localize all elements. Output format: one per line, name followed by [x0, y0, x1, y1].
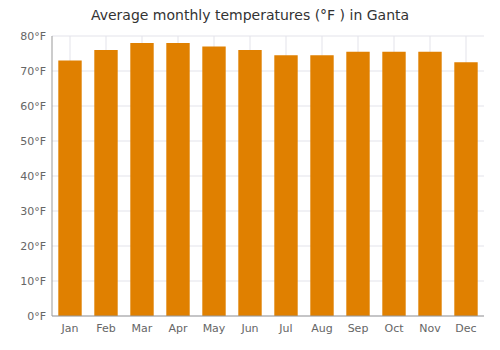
x-tick-label: Oct	[384, 322, 404, 335]
x-tick-label: Jan	[61, 322, 79, 335]
y-tick-label: 70°F	[20, 65, 46, 78]
x-tick-label: Dec	[455, 322, 476, 335]
chart: Average monthly temperatures (°F ) in Ga…	[0, 0, 500, 350]
bar	[130, 43, 153, 316]
y-tick-label: 10°F	[20, 275, 46, 288]
bar	[94, 50, 117, 316]
y-tick-label: 30°F	[20, 205, 46, 218]
bar	[454, 62, 477, 316]
bar	[418, 52, 441, 316]
y-grid-line	[52, 316, 484, 317]
y-grid-line	[52, 36, 484, 37]
bar	[58, 61, 81, 317]
x-tick-label: Feb	[96, 322, 115, 335]
chart-title: Average monthly temperatures (°F ) in Ga…	[91, 7, 409, 23]
y-tick-label: 40°F	[20, 170, 46, 183]
y-tick-label: 60°F	[20, 100, 46, 113]
grid	[52, 36, 484, 316]
bar	[274, 55, 297, 316]
x-tick-label: Jul	[278, 322, 292, 335]
x-tick-label: Jun	[240, 322, 258, 335]
bars	[58, 43, 477, 316]
x-tick-label: Aug	[311, 322, 332, 335]
bar	[382, 52, 405, 316]
x-tick-label: Mar	[132, 322, 153, 335]
bar	[238, 50, 261, 316]
y-axis-line	[52, 36, 53, 316]
bar	[310, 55, 333, 316]
y-tick-label: 50°F	[20, 135, 46, 148]
y-tick-label: 80°F	[20, 30, 46, 43]
bar	[166, 43, 189, 316]
chart-container: Average monthly temperatures (°F ) in Ga…	[0, 0, 500, 350]
y-tick-label: 20°F	[20, 240, 46, 253]
bar	[346, 52, 369, 316]
page: {"chart_data": {"type": "bar", "title": …	[0, 0, 500, 350]
bar	[202, 47, 225, 317]
x-tick-label: May	[203, 322, 226, 335]
x-tick-label: Nov	[419, 322, 441, 335]
y-tick-label: 0°F	[27, 310, 46, 323]
x-axis-line	[52, 316, 484, 317]
x-tick-label: Sep	[348, 322, 369, 335]
axes: 0°F 10°F 20°F 30°F 40°F 50°F 60°F 70°F 80°F Jan Fe…	[20, 30, 484, 335]
x-tick-label: Apr	[168, 322, 188, 335]
